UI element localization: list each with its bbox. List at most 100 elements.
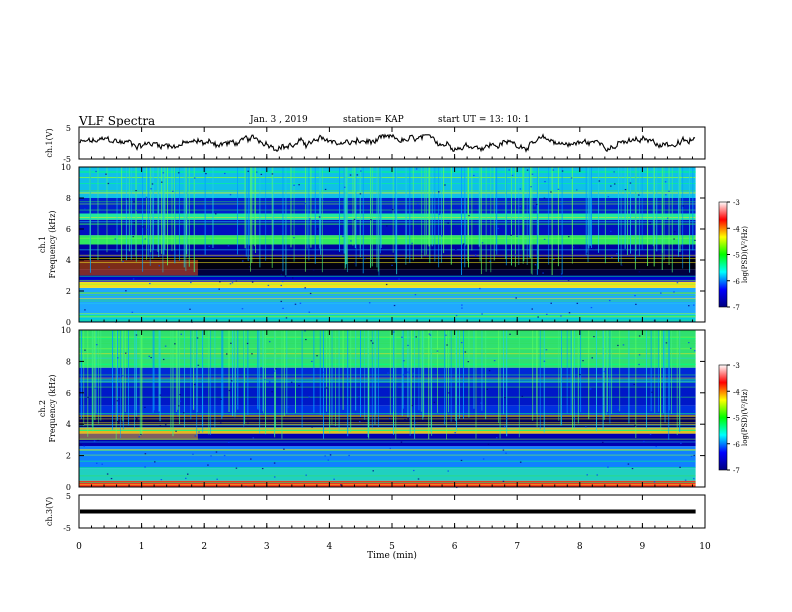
impulse-spike (80, 330, 82, 419)
spectral-line (79, 460, 696, 462)
noise-speckle (135, 334, 138, 336)
impulse-spike (375, 330, 377, 415)
noise-speckle (582, 360, 584, 362)
impulse-spike (561, 167, 563, 275)
impulse-spike (196, 330, 198, 436)
noise-speckle (546, 313, 548, 315)
impulse-spike (523, 167, 525, 262)
noise-speckle (509, 333, 511, 335)
impulse-spike (496, 167, 498, 255)
noise-speckle (560, 276, 563, 278)
noise-speckle (428, 333, 431, 335)
noise-speckle (329, 454, 332, 456)
x-tick-label: 6 (452, 542, 458, 552)
noise-speckle (560, 315, 562, 317)
spectral-line (79, 449, 696, 451)
y-tick-label: -5 (63, 155, 71, 164)
impulse-spike (171, 167, 173, 252)
noise-speckle (514, 199, 517, 201)
impulse-spike (265, 330, 266, 435)
noise-speckle (207, 464, 209, 466)
noise-speckle (250, 458, 252, 460)
impulse-spike (367, 330, 369, 437)
impulse-spike (571, 167, 573, 264)
spectral-line (79, 438, 696, 440)
impulse-spike (202, 330, 204, 433)
impulse-spike (653, 167, 655, 267)
noise-speckle (635, 303, 637, 305)
noise-speckle (229, 194, 232, 196)
noise-speckle (133, 201, 135, 203)
impulse-spike (83, 330, 85, 427)
noise-speckle (283, 448, 285, 450)
impulse-spike (627, 167, 628, 255)
noise-speckle (497, 227, 500, 230)
spectral-line (79, 300, 696, 302)
frequency-band (79, 235, 696, 245)
spectral-line (79, 302, 696, 304)
y-tick-label: 4 (66, 420, 71, 429)
noise-speckle (474, 254, 477, 256)
noise-speckle (301, 400, 303, 402)
noise-speckle (215, 451, 218, 453)
impulse-spike (511, 167, 512, 266)
spectral-line (79, 331, 696, 332)
noise-speckle (84, 309, 86, 311)
noise-speckle (210, 455, 212, 457)
noise-speckle (144, 238, 147, 240)
noise-speckle (510, 234, 512, 236)
noise-speckle (693, 350, 696, 352)
impulse-spike (499, 330, 501, 439)
noise-speckle (196, 337, 199, 339)
noise-speckle (504, 396, 506, 399)
noise-speckle (407, 371, 409, 373)
noise-speckle (172, 190, 174, 192)
noise-speckle (164, 424, 167, 426)
noise-speckle (575, 189, 578, 191)
impulse-spike (214, 330, 216, 429)
noise-speckle (312, 269, 315, 271)
noise-speckle (557, 188, 560, 190)
noise-speckle (80, 444, 82, 446)
impulse-spike (323, 330, 324, 439)
impulse-spike (210, 330, 212, 436)
impulse-spike (471, 167, 473, 251)
y-tick-label: -5 (63, 524, 71, 533)
noise-speckle (133, 222, 136, 224)
noise-speckle (417, 478, 420, 480)
noise-speckle (681, 244, 684, 246)
noise-speckle (235, 280, 238, 282)
impulse-spike (175, 330, 177, 413)
spectral-line (79, 378, 696, 380)
impulse-spike (611, 330, 613, 414)
noise-speckle (561, 170, 564, 172)
spectral-line (79, 363, 696, 365)
noise-speckle (198, 431, 200, 433)
noise-speckle (219, 422, 222, 424)
noise-speckle (444, 184, 446, 186)
noise-speckle (461, 304, 463, 306)
spectral-line (79, 338, 696, 339)
noise-speckle (260, 367, 262, 369)
impulse-spike (326, 330, 328, 412)
noise-speckle (185, 477, 187, 479)
x-tick-label: 1 (139, 542, 145, 552)
impulse-spike (89, 167, 91, 260)
noise-speckle (486, 388, 488, 390)
impulse-spike (183, 167, 185, 268)
chart-title: VLF Spectra (79, 114, 156, 128)
spectral-line (79, 357, 696, 359)
noise-speckle (323, 371, 325, 373)
colorbar-tick-label: -5 (733, 415, 740, 423)
noise-speckle (572, 246, 575, 248)
noise-speckle (324, 188, 327, 191)
noise-speckle (660, 292, 662, 294)
noise-speckle (673, 291, 675, 293)
noise-speckle (398, 278, 400, 280)
impulse-spike (656, 167, 658, 252)
impulse-spike (530, 167, 532, 274)
x-tick-label: 4 (327, 542, 333, 552)
y-axis-label: Frequency (kHz) (48, 374, 57, 442)
impulse-spike (671, 330, 672, 414)
impulse-spike (606, 330, 608, 412)
